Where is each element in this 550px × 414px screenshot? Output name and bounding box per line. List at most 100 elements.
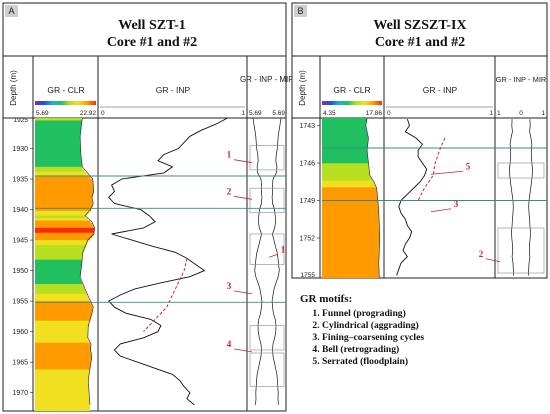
- panel-a-clr-band: [35, 125, 82, 129]
- panel-b-clr-band: [322, 219, 380, 222]
- panel-b-clr-band: [322, 244, 380, 247]
- legend-item: Fining–coarsening cycles: [322, 332, 545, 344]
- panel-b-clr-band: [322, 163, 369, 166]
- panel-b-clr-band: [322, 160, 369, 163]
- panel-a-depth-top-label: 1925: [14, 117, 29, 124]
- panel-b-clr-band: [322, 156, 368, 159]
- panel-b-clr-band: [322, 276, 380, 278]
- panel-b-clr-band: [322, 162, 369, 164]
- panel-a-clr-band: [35, 401, 90, 405]
- panel-a-tracks: [35, 118, 286, 411]
- panel-a-clr-band: [35, 303, 92, 307]
- panel-b-clr-band: [322, 150, 368, 152]
- panel-a-annotation-label: 1: [281, 244, 286, 254]
- panel-b-clr-band: [322, 118, 368, 120]
- panel-b-clr-band: [322, 206, 379, 208]
- panel-b-mir-scale-min: 1: [497, 110, 501, 117]
- panel-a-clr-band: [35, 171, 87, 175]
- panel-a-clr-band: [35, 120, 82, 124]
- panel-a-clr-band: [35, 281, 83, 285]
- panel-b-clr-band: [322, 138, 369, 140]
- panel-b-annotation-label: 3: [454, 199, 459, 209]
- panel-b-clr-band: [322, 148, 368, 151]
- panel-a-clr-band: [35, 191, 94, 195]
- panel-b-depth-tick-label: 1749: [299, 198, 315, 205]
- panel-b-clr-band: [322, 132, 368, 135]
- panel-b-clr-band: [322, 259, 379, 262]
- panel-a-clr-band: [35, 340, 90, 344]
- panel-b-mirror-left-curve: [509, 119, 514, 276]
- panel-b-tag: B: [297, 6, 303, 16]
- panel-b-depth-label: Depth (m): [298, 70, 307, 106]
- panel-a-clr-band: [35, 320, 90, 324]
- panel-b-clr-band: [322, 264, 379, 267]
- panel-b-clr-band: [322, 164, 369, 167]
- panel-a-clr-band: [35, 327, 89, 331]
- panel-a: A Well SZT-1 Core #1 and #2 Depth (m) GR…: [2, 2, 294, 412]
- panel-a-gr-inp-curve: [107, 118, 228, 406]
- panel-b-clr-band: [322, 155, 368, 158]
- panel-b-motif-box: [497, 162, 545, 179]
- panel-a-clr-band: [35, 232, 94, 236]
- panel-a-clr-band: [35, 298, 90, 302]
- panel-a-clr-band: [35, 318, 91, 322]
- panel-a-clr-band: [35, 310, 93, 314]
- panel-b-title: Well SZSZT-IX: [373, 18, 466, 33]
- panel-a-clr-band: [35, 269, 82, 273]
- panel-a-depth-tick-label: 1950: [12, 268, 28, 275]
- panel-a-clr-band: [35, 208, 92, 212]
- panel-b-clr-band: [322, 270, 380, 272]
- panel-b-gr-inp-curve: [396, 119, 428, 276]
- legend-list: Funnel (prograding) Cylindrical (aggradi…: [300, 308, 545, 368]
- panel-a-clr-band: [35, 313, 92, 317]
- panel-a-annotation-label: 2: [227, 186, 232, 196]
- panel-b-clr-scale-max: 17.86: [366, 110, 383, 117]
- panel-a-clr-band: [35, 188, 94, 192]
- panel-a-clr-band: [35, 374, 90, 378]
- panel-b-clr-band: [322, 242, 380, 244]
- panel-b-plot: 1743 1746 1749 1752 1755 5 3 2: [299, 118, 547, 279]
- panel-a-clr-band: [35, 296, 89, 300]
- panel-b-track-1-name: GR - CLR: [333, 85, 370, 95]
- panel-a-clr-band: [35, 227, 95, 231]
- panel-b-clr-band: [322, 136, 369, 139]
- panel-a-clr-band: [35, 157, 82, 160]
- panel-b-clr-band: [322, 207, 379, 210]
- panel-b-motif-box: [497, 227, 545, 274]
- panel-a-clr-band: [35, 406, 90, 409]
- panel-b-clr-band: [322, 230, 380, 232]
- panel-a-clr-band: [35, 379, 89, 383]
- panel-b-clr-band: [322, 182, 375, 184]
- panel-a-clr-band: [35, 271, 81, 275]
- panel-a-clr-band: [35, 259, 83, 263]
- panel-b-clr-band: [322, 130, 367, 132]
- panel-a-clr-band: [35, 222, 93, 226]
- panel-b-clr-band: [322, 204, 379, 207]
- panel-a-clr-band: [35, 176, 91, 180]
- panel-a-clr-band: [35, 244, 86, 248]
- panel-b-clr-band: [322, 184, 376, 187]
- panel-b-clr-scale-min: 4.35: [323, 110, 336, 117]
- panel-a-clr-band: [35, 323, 90, 326]
- panel-a-clr-band: [35, 325, 89, 329]
- panel-b-clr-band: [322, 186, 376, 188]
- panel-b-annotation-arrow: [430, 170, 464, 175]
- panel-a-clr-band: [35, 181, 93, 185]
- panel-b-clr-band: [322, 128, 367, 131]
- legend-item: Serrated (floodplain): [322, 356, 545, 368]
- motif-legend: GR motifs: Funnel (prograding) Cylindric…: [300, 293, 545, 368]
- panel-b-clr-band: [322, 263, 379, 266]
- panel-a-title: Well SZT-1: [118, 18, 186, 33]
- panel-a-mirror-left-curve: [252, 118, 263, 405]
- panel-a-clr-band: [35, 347, 91, 351]
- panel-a-clr-band: [35, 264, 82, 268]
- panel-b-clr-band: [322, 224, 380, 227]
- panel-a-annotation-arrow: [268, 253, 279, 258]
- panel-a-clr-band: [35, 230, 95, 234]
- panel-b-clr-band: [322, 152, 368, 155]
- panel-a-clr-band: [35, 132, 81, 136]
- panel-a-clr-band: [35, 349, 91, 353]
- panel-b-clr-band: [322, 154, 368, 156]
- panel-a-inp-scale-min: 0: [101, 110, 105, 117]
